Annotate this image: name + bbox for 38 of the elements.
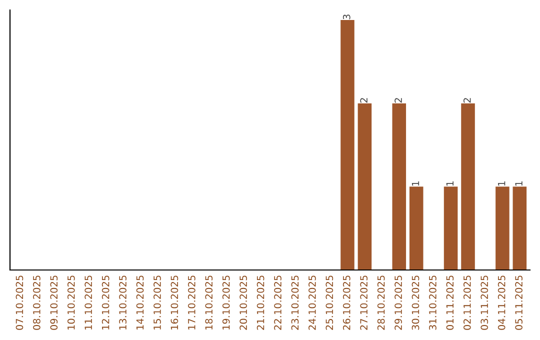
x-tick-label: 18.10.2025: [205, 276, 213, 330]
data-label: 1: [498, 181, 506, 186]
x-tick-label: 12.10.2025: [102, 276, 110, 330]
x-tick-label: 30.10.2025: [412, 276, 420, 330]
x-tick-label: 27.10.2025: [360, 276, 368, 330]
x-tick-label: 23.10.2025: [291, 276, 299, 330]
x-tick-label: 15.10.2025: [154, 276, 161, 330]
x-tick-label: 10.10.2025: [67, 276, 75, 330]
x-tick-label: 20.10.2025: [240, 276, 247, 330]
x-tick-label: 11.10.2025: [84, 276, 92, 330]
x-tick-label: 22.10.2025: [274, 276, 282, 330]
x-tick-label: 09.10.2025: [50, 276, 58, 330]
x-tick-label: 16.10.2025: [170, 276, 178, 330]
x-tick-label: 24.10.2025: [308, 276, 316, 330]
data-label: 1: [412, 181, 420, 186]
x-tick-label: 07.10.2025: [16, 276, 24, 330]
x-tick-label: 08.10.2025: [33, 276, 40, 330]
x-tick-label: 28.10.2025: [377, 276, 385, 330]
x-tick-label: 02.11.2025: [463, 276, 471, 330]
x-tick-label: 29.10.2025: [394, 276, 402, 330]
x-tick-label: 19.10.2025: [222, 276, 230, 330]
x-tick-label: 25.10.2025: [326, 276, 334, 330]
x-tick-label: 05.11.2025: [515, 276, 522, 330]
x-tick-label: 03.11.2025: [480, 276, 488, 330]
x-tick-label: 17.10.2025: [188, 276, 196, 330]
data-label: 2: [394, 98, 402, 103]
data-label: 3: [342, 14, 350, 20]
x-tick-label: 13.10.2025: [119, 276, 126, 330]
data-label: 1: [446, 181, 454, 186]
x-tick-label: 31.10.2025: [429, 276, 436, 330]
data-label: 2: [463, 98, 471, 103]
x-tick-label: 14.10.2025: [136, 276, 144, 330]
x-tick-label: 01.11.2025: [446, 276, 454, 330]
x-tick-label: 21.10.2025: [256, 276, 264, 330]
x-tick-label: 04.11.2025: [498, 276, 506, 330]
data-label: 1: [515, 181, 522, 186]
x-tick-label: 26.10.2025: [342, 276, 350, 330]
data-label: 2: [360, 98, 368, 103]
